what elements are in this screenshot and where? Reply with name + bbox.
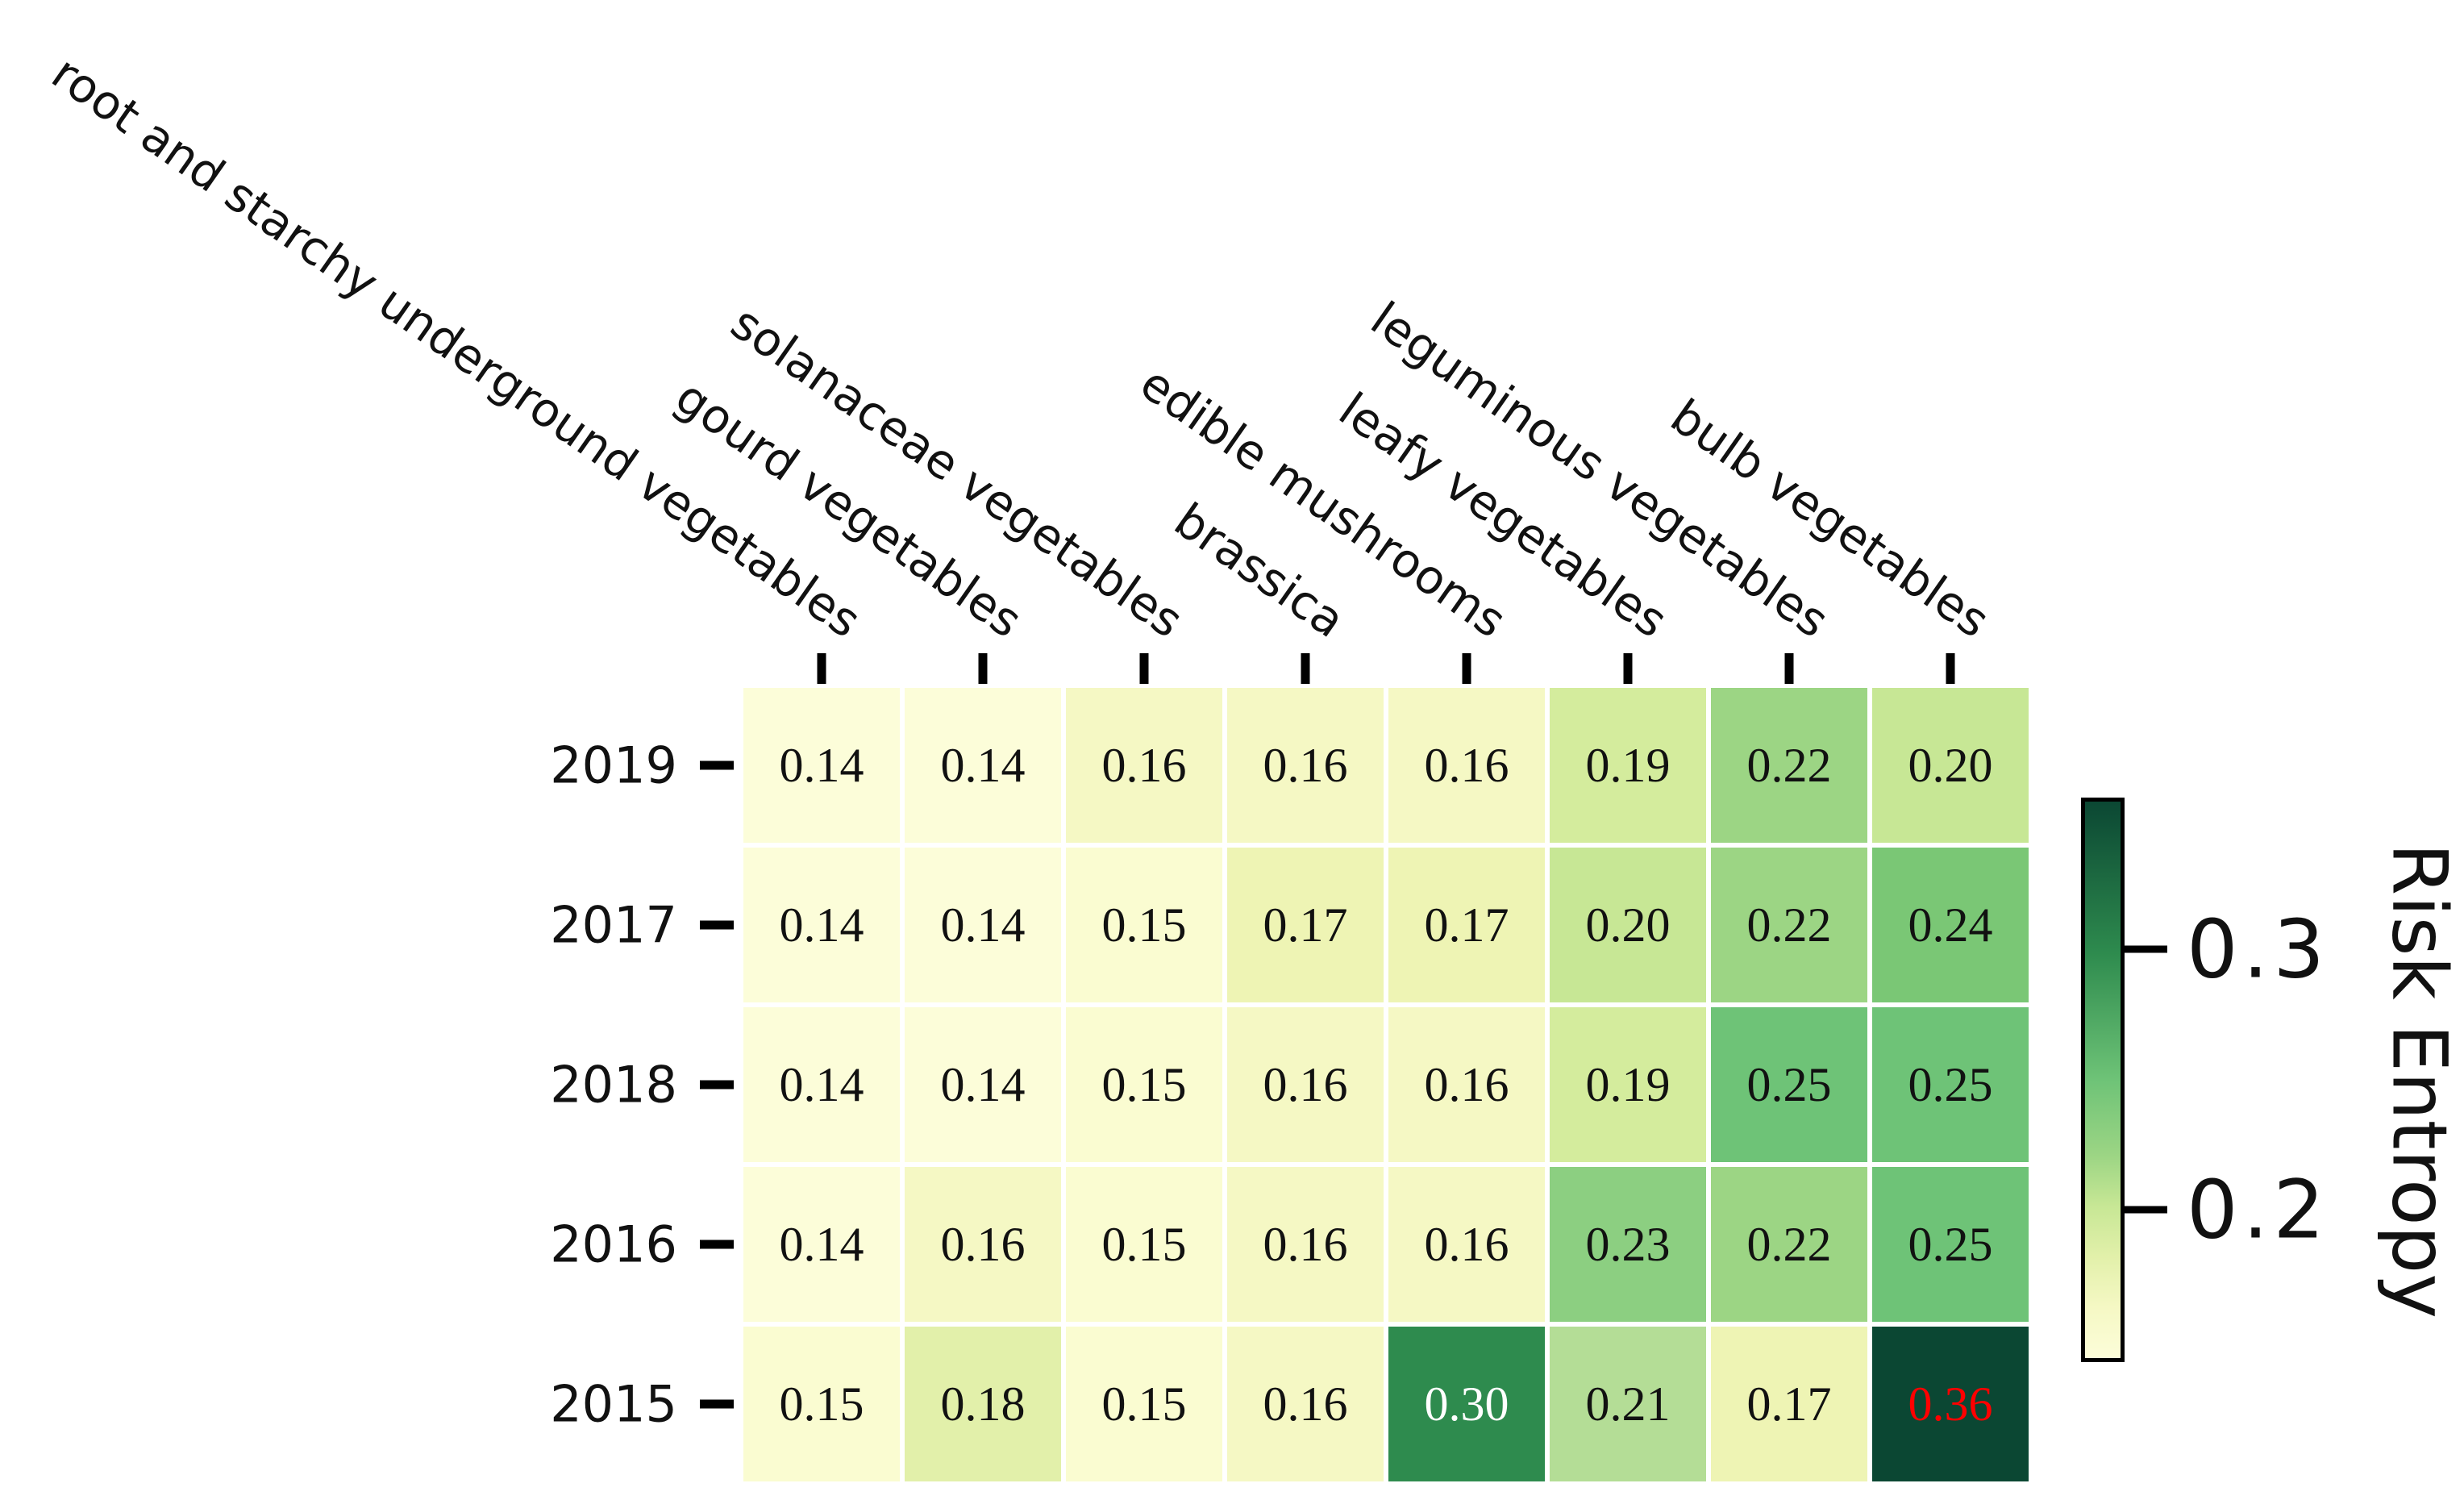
heatmap-cell: 0.14 [743,688,900,843]
heatmap-cell: 0.16 [1227,1167,1384,1322]
heatmap-cell: 0.16 [1066,688,1222,843]
colorbar-tick-label: 0.2 [2187,1162,2330,1257]
heatmap-cell: 0.24 [1872,848,2029,1002]
x-axis-tick [1301,653,1310,684]
heatmap-cell: 0.15 [1066,1007,1222,1162]
row-label-2016: 2016 [550,1215,677,1274]
heatmap-cell: 0.17 [1711,1327,1867,1481]
heatmap-cell: 0.14 [905,1007,1061,1162]
row-label-2017: 2017 [550,895,677,955]
heatmap-cell: 0.22 [1711,848,1867,1002]
heatmap-cell: 0.14 [743,1007,900,1162]
heatmap-cell: 0.14 [905,688,1061,843]
colorbar-tick [2121,945,2167,953]
x-axis-tick [1946,653,1955,684]
heatmap-cell: 0.30 [1388,1327,1545,1481]
heatmap-cell: 0.16 [1388,688,1545,843]
heatmap-cell: 0.15 [1066,848,1222,1002]
heatmap-cell: 0.23 [1550,1167,1706,1322]
heatmap-cell: 0.18 [905,1327,1061,1481]
heatmap-cell: 0.25 [1872,1007,2029,1162]
heatmap-cell: 0.17 [1227,848,1384,1002]
heatmap-cell: 0.17 [1388,848,1545,1002]
x-axis-tick [1784,653,1794,684]
row-label-2015: 2015 [550,1374,677,1434]
heatmap-cell: 0.22 [1711,688,1867,843]
heatmap-cell: 0.25 [1711,1007,1867,1162]
y-axis-tick [700,1240,734,1249]
heatmap-cell: 0.14 [743,1167,900,1322]
x-axis-tick [1623,653,1633,684]
heatmap-cell: 0.15 [1066,1167,1222,1322]
heatmap-cell: 0.19 [1550,688,1706,843]
row-label-2018: 2018 [550,1055,677,1115]
heatmap-cell: 0.19 [1550,1007,1706,1162]
heatmap-cell: 0.20 [1872,688,2029,843]
row-label-2019: 2019 [550,735,677,795]
heatmap-cell: 0.16 [1227,1327,1384,1481]
y-axis-tick [700,1080,734,1090]
colorbar-tick [2121,1206,2167,1214]
x-axis-tick [978,653,988,684]
heatmap-cell: 0.16 [1227,1007,1384,1162]
heatmap-cell: 0.16 [1227,688,1384,843]
heatmap-cell: 0.15 [1066,1327,1222,1481]
heatmap-cell: 0.21 [1550,1327,1706,1481]
x-axis-tick [817,653,826,684]
x-axis-tick [1462,653,1471,684]
y-axis-tick [700,920,734,930]
heatmap-cell: 0.20 [1550,848,1706,1002]
heatmap-cell: 0.25 [1872,1167,2029,1322]
heatmap-cell: 0.14 [905,848,1061,1002]
heatmap-cell: 0.16 [1388,1007,1545,1162]
y-axis-tick [700,760,734,770]
heatmap-cell: 0.16 [1388,1167,1545,1322]
heatmap-cell: 0.14 [743,848,900,1002]
heatmap-cell: 0.36 [1872,1327,2029,1481]
colorbar-tick-label: 0.3 [2187,902,2330,997]
colorbar [2081,798,2125,1362]
colorbar-axis-label: Risk Entropy [2375,843,2463,1319]
heatmap-cell: 0.22 [1711,1167,1867,1322]
y-axis-tick [700,1399,734,1409]
x-axis-tick [1139,653,1149,684]
heatmap-cell: 0.16 [905,1167,1061,1322]
heatmap-cell: 0.15 [743,1327,900,1481]
